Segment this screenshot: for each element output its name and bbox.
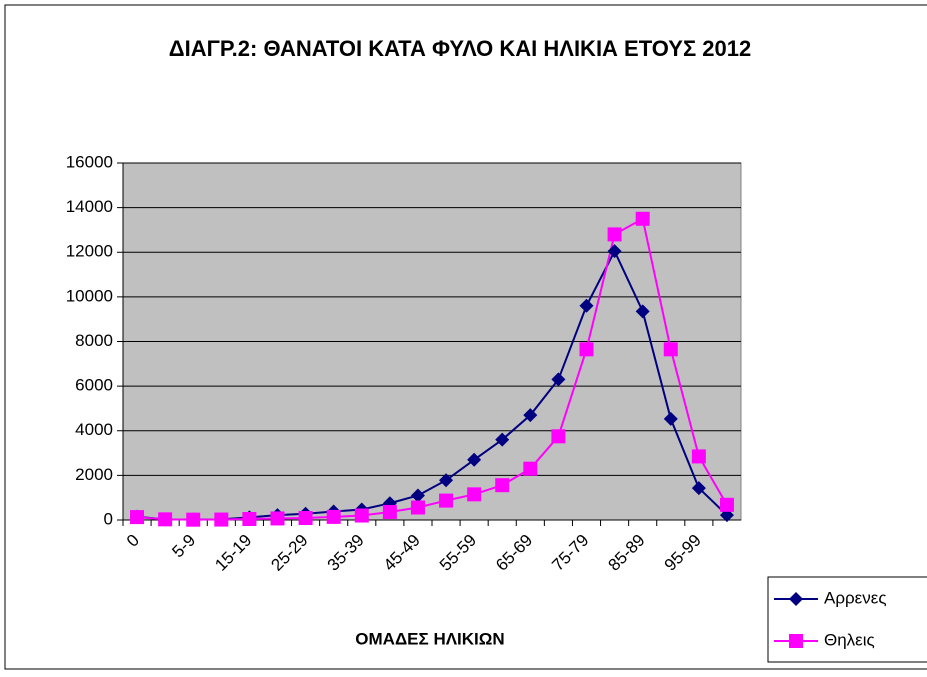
y-tick-label: 2000 <box>75 465 113 484</box>
y-tick-label: 16000 <box>66 152 113 171</box>
marker <box>439 473 454 488</box>
marker <box>607 244 622 259</box>
marker <box>551 372 566 387</box>
marker <box>270 511 285 526</box>
marker <box>382 504 397 519</box>
marker <box>663 411 678 426</box>
legend-label: Θηλεις <box>824 630 875 649</box>
marker <box>635 211 650 226</box>
marker <box>691 449 706 464</box>
series-line <box>136 217 728 521</box>
marker <box>579 342 594 357</box>
marker <box>495 432 510 447</box>
y-tick-label: 10000 <box>66 286 113 305</box>
marker <box>158 512 173 527</box>
marker <box>523 408 538 423</box>
y-tick-label: 14000 <box>66 197 113 216</box>
marker <box>635 304 650 319</box>
marker <box>214 512 229 527</box>
y-tick-label: 4000 <box>75 420 113 439</box>
marker <box>551 429 566 444</box>
marker <box>495 478 510 493</box>
marker <box>130 510 145 525</box>
marker <box>242 511 257 526</box>
marker <box>354 508 369 523</box>
marker <box>326 509 341 524</box>
marker <box>467 452 482 467</box>
marker <box>467 487 482 502</box>
legend-label: Αρρενες <box>824 588 887 607</box>
legend-marker <box>789 634 803 648</box>
marker <box>298 510 313 525</box>
y-tick-label: 6000 <box>75 376 113 395</box>
y-tick-label: 12000 <box>66 242 113 261</box>
y-tick-label: 8000 <box>75 331 113 350</box>
marker <box>579 298 594 313</box>
marker <box>523 461 538 476</box>
y-tick-label: 0 <box>104 509 113 528</box>
marker <box>663 342 678 357</box>
marker <box>607 227 622 242</box>
marker <box>186 512 201 527</box>
marker <box>410 500 425 515</box>
marker <box>439 493 454 508</box>
x-axis-label: ΟΜΑΔΕΣ ΗΛΙΚΙΩΝ <box>355 629 504 648</box>
legend-marker <box>789 592 803 606</box>
marker <box>691 481 706 496</box>
chart-title: ΔΙΑΓΡ.2: ΘΑΝΑΤΟΙ ΚΑΤΑ ΦΥΛΟ ΚΑΙ ΗΛΙΚΙΑ ΕΤ… <box>168 36 752 61</box>
marker <box>410 488 425 503</box>
marker <box>719 497 734 512</box>
